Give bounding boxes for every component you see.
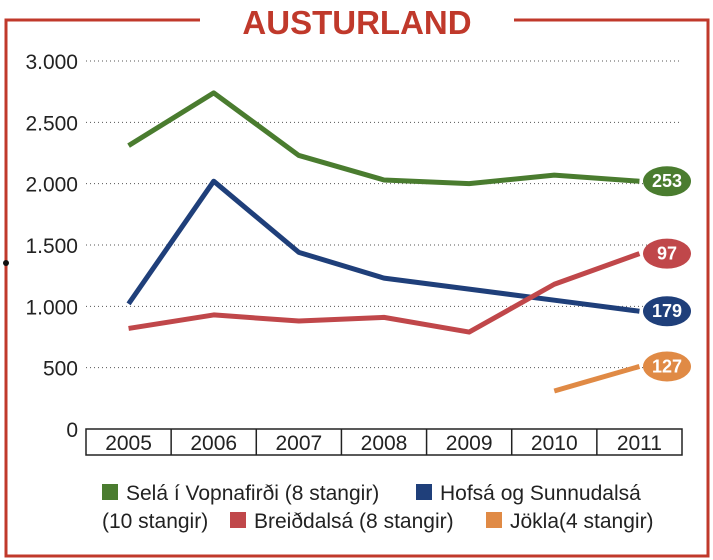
legend-swatch-hofsa (416, 484, 432, 500)
end-label-text: 127 (652, 356, 682, 376)
end-label-badge (643, 166, 691, 197)
x-axis: 2005 2006 2007 2008 2009 2010 2011 (85, 428, 683, 456)
x-tick-label: 2006 (190, 432, 237, 455)
x-tick-label: 2005 (105, 432, 152, 455)
y-tick-label: 500 (43, 358, 78, 381)
legend-label-hofsa-cont: (10 stangir) (102, 510, 208, 533)
y-tick-label: 2.000 (25, 174, 78, 197)
end-label-badge (643, 296, 691, 327)
series-line-0 (127, 90, 640, 187)
chart-frame (4, 18, 710, 558)
series-lines (126, 90, 641, 394)
end-label-text: 179 (652, 301, 682, 321)
legend: Selá í Vopnafirði (8 stangir) Hofsá og S… (102, 482, 654, 533)
chart-title: AUSTURLAND (242, 4, 471, 41)
legend-swatch-jokla (486, 512, 502, 528)
end-label-badge (643, 238, 691, 269)
y-tick-label: 2.500 (25, 112, 78, 135)
series-line-3 (553, 364, 641, 394)
y-tick-label: 3.000 (25, 51, 78, 74)
legend-swatch-breiddalsa (230, 512, 246, 528)
series-line-1 (126, 178, 640, 314)
y-axis: 0 500 1.000 1.500 2.000 2.500 3.000 (25, 51, 78, 442)
x-tick-label: 2011 (617, 432, 662, 455)
x-tick-label: 2009 (446, 432, 493, 455)
series-line-2 (128, 251, 641, 335)
x-tick-label: 2008 (361, 432, 408, 455)
end-label-text: 253 (652, 171, 682, 191)
legend-label-hofsa: Hofsá og Sunnudalsá (440, 482, 641, 505)
end-label-badge (643, 351, 691, 382)
y-tick-label: 1.500 (25, 235, 78, 258)
x-axis-box (85, 428, 683, 456)
y-tick-label: 1.000 (25, 296, 78, 319)
marker-dot (3, 260, 9, 266)
x-tick-label: 2007 (275, 432, 322, 455)
end-label-text: 97 (657, 244, 677, 264)
x-tick-label: 2010 (531, 432, 578, 455)
legend-swatch-sela (102, 484, 118, 500)
y-tick-label: 0 (66, 419, 78, 442)
legend-label-sela: Selá í Vopnafirði (8 stangir) (126, 482, 379, 505)
end-labels: 253 179 97 127 (643, 166, 691, 382)
legend-label-jokla: Jökla(4 stangir) (510, 510, 654, 533)
legend-label-breiddalsa: Breiðdalsá (8 stangir) (254, 510, 454, 533)
